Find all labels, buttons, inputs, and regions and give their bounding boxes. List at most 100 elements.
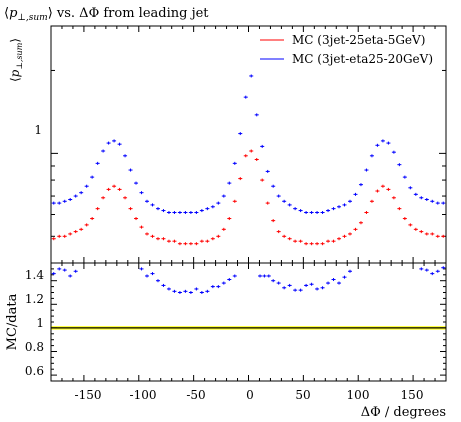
data-point-series1-63 [397,163,402,167]
data-point-series0-37 [254,158,259,162]
data-point-series0-34 [238,177,243,181]
xtick-label--100: -100 [130,388,157,402]
ratio-point-series0-22 [232,274,237,278]
data-point-series1-3 [68,198,73,202]
ratio-point-series0-36 [326,281,331,285]
data-point-series1-41 [276,194,281,198]
ratio-point-series0-7 [150,272,155,276]
data-point-series0-35 [243,154,248,158]
data-point-series0-47 [309,242,314,246]
data-point-series0-36 [249,149,254,153]
ratio-point-series0-41 [419,267,424,271]
data-point-series0-55 [353,227,358,231]
data-point-series1-2 [62,199,67,203]
data-point-series1-13 [123,154,128,158]
data-point-series0-60 [380,184,385,188]
data-point-series0-63 [397,207,402,211]
data-point-series1-23 [177,211,182,215]
legend: MC (3jet-25eta-5GeV) MC (3jet-eta25-20Ge… [260,33,433,66]
data-point-series0-25 [188,242,193,246]
data-point-series1-47 [309,211,314,215]
data-point-series1-40 [271,184,276,188]
data-point-series1-26 [194,211,199,215]
data-point-series1-35 [243,95,248,99]
ratio-point-series0-8 [155,279,160,283]
data-point-series1-71 [441,201,446,205]
ratio-point-series0-38 [337,281,342,285]
data-point-series0-9 [101,196,106,200]
data-point-series1-59 [375,143,380,147]
legend-label-blue: MC (3jet-eta25-20GeV) [292,52,433,66]
data-point-series1-69 [430,199,435,203]
data-point-series1-31 [221,194,226,198]
data-point-series0-19 [155,237,160,241]
ratio-ytick-label-1: 1 [36,316,44,330]
data-point-series1-66 [413,192,418,196]
data-point-series0-27 [199,239,204,243]
data-point-series0-10 [106,187,111,191]
ratio-point-series0-6 [145,274,150,278]
data-point-series0-58 [369,199,374,203]
xtick-label--150: -150 [75,388,102,402]
ratio-point-series0-45 [441,266,446,270]
ratio-point-series0-10 [166,287,171,291]
ratio-point-series0-18 [210,285,215,289]
top-ytick-label-1: 1 [34,123,42,137]
xtick-label-0: 0 [246,388,254,402]
data-point-series0-18 [150,234,155,238]
data-point-series0-44 [293,239,298,243]
data-point-series1-50 [326,209,331,213]
data-point-series1-46 [304,211,309,215]
data-point-series1-28 [205,207,210,211]
x-axis-label: ΔΦ / degrees [361,405,446,420]
ratio-point-series0-35 [320,286,325,290]
data-point-series0-59 [375,189,380,193]
data-point-series1-0 [51,201,56,205]
data-point-series1-54 [347,199,352,203]
data-point-series0-3 [68,232,73,236]
data-point-series0-30 [216,234,221,238]
data-point-series0-5 [79,227,84,231]
data-point-series1-12 [117,142,122,146]
data-point-series1-43 [287,203,292,207]
data-point-series0-49 [320,242,325,246]
data-point-series0-6 [84,223,89,227]
ratio-data-points [51,266,446,294]
data-point-series0-8 [95,207,100,211]
ratio-point-series0-31 [298,288,303,292]
ratio-point-series0-24 [262,274,267,278]
data-point-series0-39 [265,201,270,205]
ratio-point-series0-39 [342,275,347,279]
data-point-series1-44 [293,207,298,211]
data-point-series1-61 [386,141,391,145]
data-point-series1-39 [265,169,270,173]
data-point-series0-20 [161,237,166,241]
data-point-series1-18 [150,203,155,207]
data-point-series0-33 [232,199,237,203]
ratio-ytick-label-0.6: 0.6 [25,364,44,378]
ratio-point-series0-33 [309,282,314,286]
data-point-series1-42 [282,199,287,203]
ratio-ytick-label-1.4: 1.4 [25,268,44,282]
ratio-ylabel: MC/data [5,293,20,350]
data-point-series0-54 [347,232,352,236]
ratio-point-series0-23 [258,274,263,278]
data-point-series1-58 [369,154,374,158]
xtick-label--50: -50 [186,388,205,402]
data-point-series0-0 [51,237,56,241]
data-point-series0-11 [112,184,117,188]
data-point-series0-40 [271,219,276,223]
data-point-series1-60 [380,139,385,143]
data-point-series0-24 [183,242,188,246]
data-point-series0-13 [123,196,128,200]
ratio-point-series0-15 [194,287,199,291]
data-point-series0-22 [172,239,177,243]
xtick-label-100: 100 [347,388,370,402]
data-point-series0-12 [117,187,122,191]
data-point-series1-52 [337,205,342,209]
top-ticks [50,26,447,264]
ratio-point-series0-26 [271,279,276,283]
data-point-series0-71 [441,234,446,238]
ratio-point-series0-11 [172,289,177,293]
